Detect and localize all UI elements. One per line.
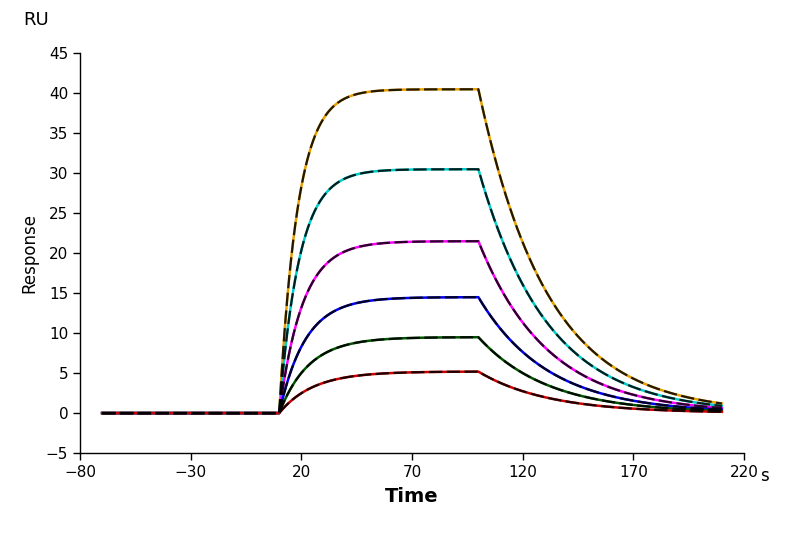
- Text: s: s: [760, 467, 769, 485]
- Text: RU: RU: [23, 11, 50, 29]
- X-axis label: Time: Time: [385, 487, 439, 506]
- Y-axis label: Response: Response: [21, 213, 39, 293]
